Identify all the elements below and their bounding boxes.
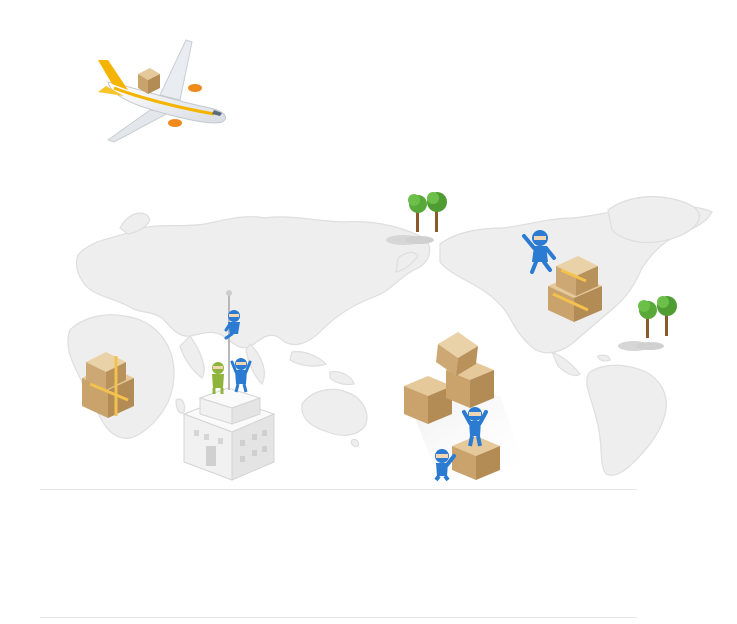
tree-icon xyxy=(618,296,677,351)
ninja-figure-icon xyxy=(434,449,456,482)
ninja-figure-icon xyxy=(522,230,556,274)
flagpole-icon xyxy=(226,290,232,390)
divider-top xyxy=(40,489,637,490)
tree-icon xyxy=(386,192,447,245)
divider-bottom xyxy=(40,617,637,618)
cardboard-box-icon xyxy=(138,68,160,94)
cardboard-box-icon xyxy=(82,352,134,418)
cardboard-box-icon xyxy=(404,332,530,480)
ninja-figure-icon xyxy=(230,358,252,393)
building-icon xyxy=(182,387,276,481)
ninja-figure-icon xyxy=(462,407,488,447)
cargo-plane-icon xyxy=(98,39,226,143)
ninja-figure-icon xyxy=(224,310,240,340)
ninja-figure-icon xyxy=(212,362,224,394)
cardboard-box-icon xyxy=(548,256,602,322)
